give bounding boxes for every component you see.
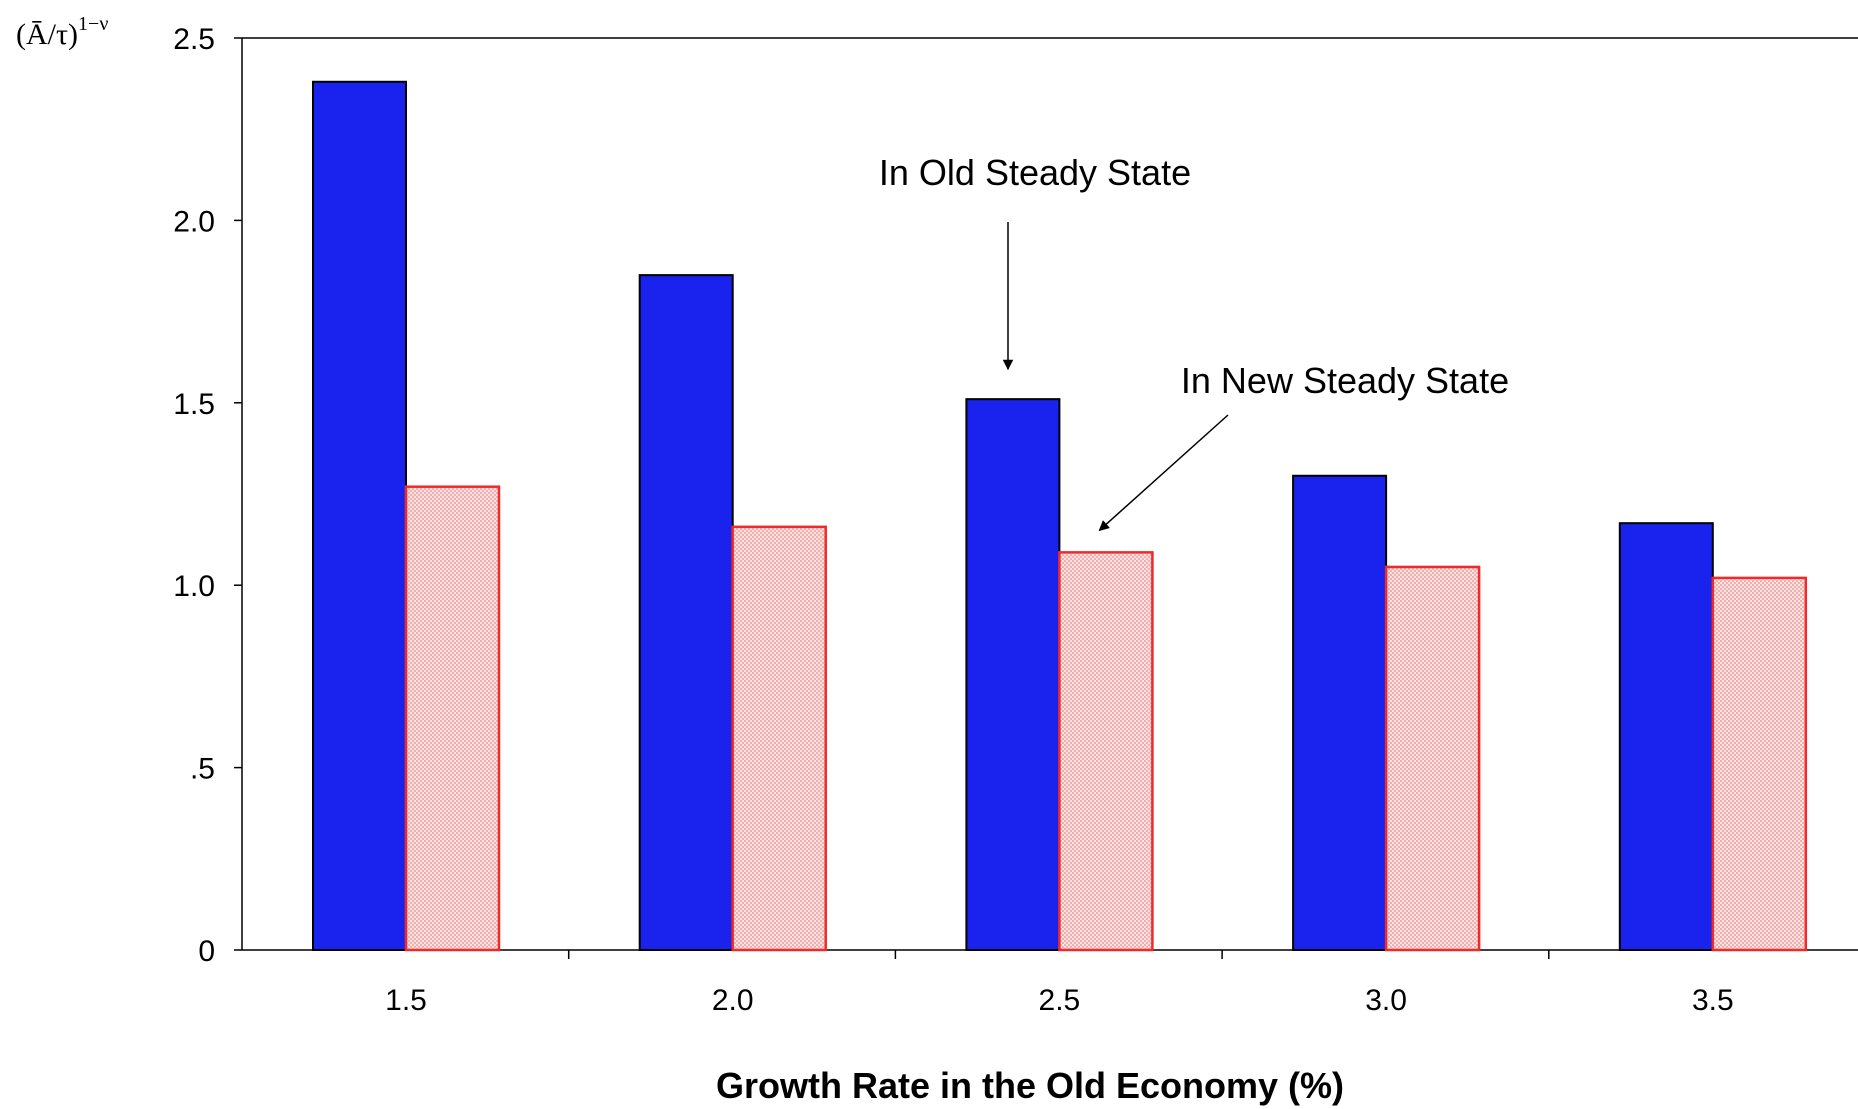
x-tick-label: 3.5 bbox=[1692, 984, 1734, 1017]
bar-new-steady-state bbox=[731, 525, 827, 952]
x-ticks: 1.5 2.0 2.5 3.0 3.5 bbox=[385, 950, 1734, 1017]
y-tick-label: 1.5 bbox=[173, 388, 215, 421]
y-tick-label: 1.0 bbox=[173, 570, 215, 603]
bar-old-steady-state bbox=[638, 274, 734, 951]
bar-new-steady-state bbox=[404, 485, 501, 952]
y-axis-label: (Ā/τ)1−ν bbox=[16, 13, 108, 51]
x-tick-label: 3.0 bbox=[1365, 984, 1407, 1017]
bar-old-steady-state bbox=[312, 80, 407, 951]
y-tick-label: 2.5 bbox=[173, 23, 215, 56]
x-tick-label: 2.0 bbox=[712, 984, 754, 1017]
x-axis-label: Growth Rate in the Old Economy (%) bbox=[716, 1065, 1344, 1106]
y-tick-label: 0 bbox=[198, 935, 215, 968]
bar-old-steady-state bbox=[1618, 522, 1714, 952]
annotation-old-steady-state: In Old Steady State bbox=[879, 152, 1191, 193]
y-tick-label: 2.0 bbox=[173, 205, 215, 238]
y-tick-label: .5 bbox=[190, 753, 215, 786]
y-ticks: 0 .5 1.0 1.5 2.0 2.5 bbox=[173, 23, 242, 968]
bar-new-steady-state bbox=[1058, 551, 1154, 952]
annotation-new-arrow bbox=[1098, 414, 1229, 532]
bar-new-steady-state bbox=[1711, 576, 1808, 952]
bar-new-steady-state bbox=[1384, 565, 1481, 952]
x-tick-label: 1.5 bbox=[385, 984, 427, 1017]
y-axis-label-base: (Ā/τ) bbox=[16, 18, 78, 51]
y-axis-label-exponent: 1−ν bbox=[78, 13, 108, 35]
x-tick-label: 2.5 bbox=[1039, 984, 1081, 1017]
annotation-new-steady-state: In New Steady State bbox=[1181, 360, 1509, 401]
bar-old-steady-state bbox=[1292, 474, 1388, 951]
bars bbox=[312, 80, 1808, 952]
bar-old-steady-state bbox=[965, 398, 1061, 952]
